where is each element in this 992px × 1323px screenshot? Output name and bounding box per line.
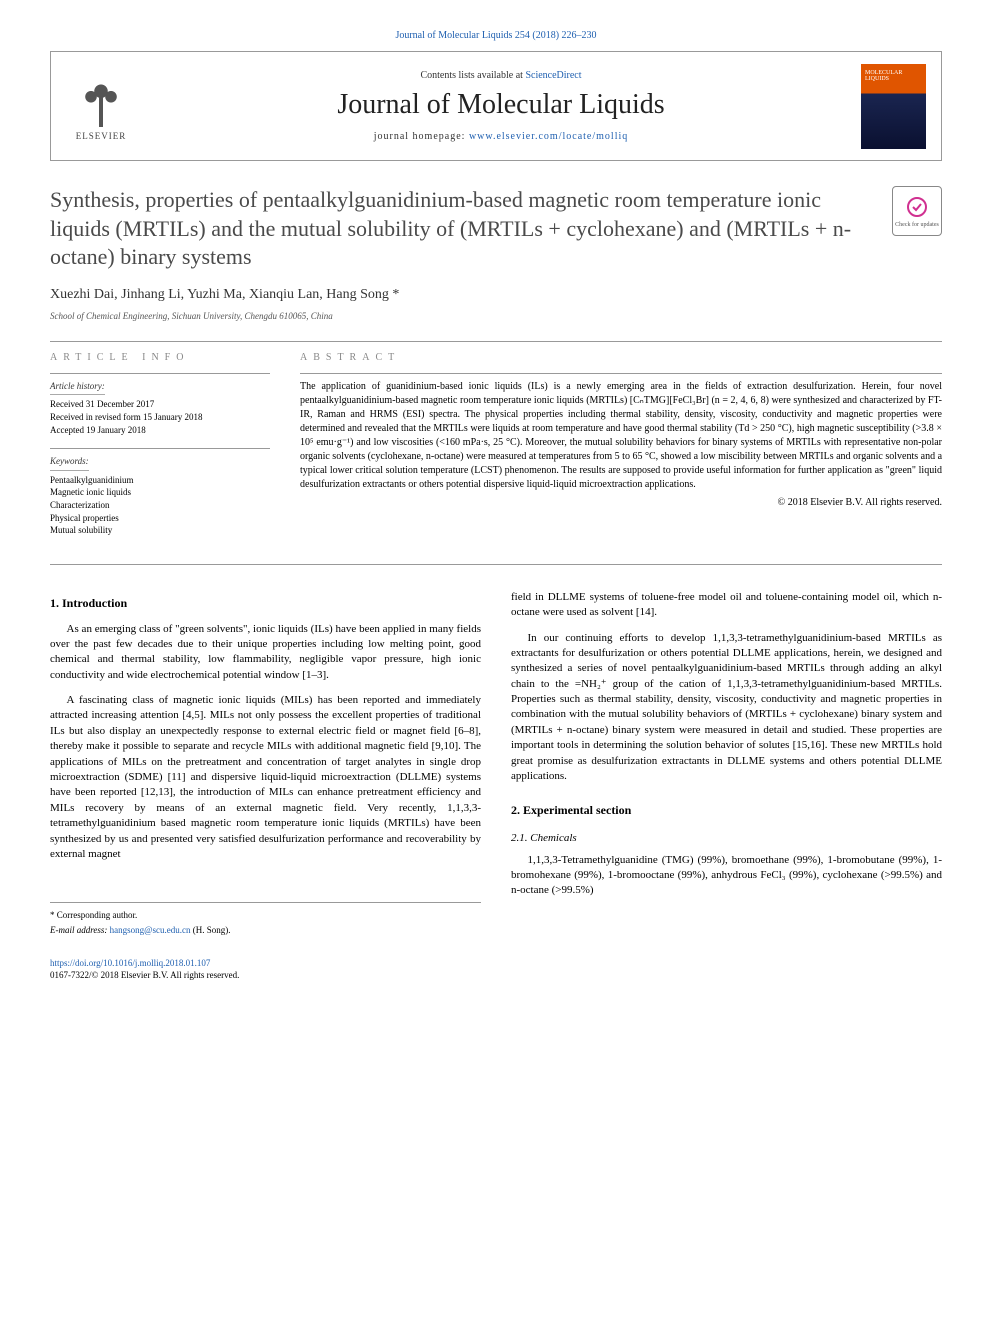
publisher-name: ELSEVIER xyxy=(76,131,127,141)
check-updates-badge[interactable]: Check for updates xyxy=(892,186,942,236)
divider xyxy=(50,373,270,374)
keywords-label: Keywords: xyxy=(50,455,89,471)
article-title: Synthesis, properties of pentaalkylguani… xyxy=(50,186,877,272)
email-line: E-mail address: hangsong@scu.edu.cn (H. … xyxy=(50,924,481,937)
abstract-text: The application of guanidinium-based ion… xyxy=(300,380,942,492)
bottom-metadata: https://doi.org/10.1016/j.molliq.2018.01… xyxy=(50,957,481,982)
authors: Xuezhi Dai, Jinhang Li, Yuzhi Ma, Xianqi… xyxy=(50,287,942,303)
top-citation[interactable]: Journal of Molecular Liquids 254 (2018) … xyxy=(50,30,942,41)
paragraph: field in DLLME systems of toluene-free m… xyxy=(511,590,942,621)
journal-name: Journal of Molecular Liquids xyxy=(156,89,846,121)
doi-link[interactable]: https://doi.org/10.1016/j.molliq.2018.01… xyxy=(50,958,210,968)
abstract-copyright: © 2018 Elsevier B.V. All rights reserved… xyxy=(300,497,942,508)
revised-date: Received in revised form 15 January 2018 xyxy=(50,411,270,424)
corresponding-author-footer: * Corresponding author. E-mail address: … xyxy=(50,902,481,936)
abstract-heading: ABSTRACT xyxy=(300,352,942,363)
keyword: Magnetic ionic liquids xyxy=(50,486,270,499)
paragraph: As an emerging class of "green solvents"… xyxy=(50,622,481,684)
check-updates-label: Check for updates xyxy=(895,222,939,228)
paragraph: 1,1,3,3-Tetramethylguanidine (TMG) (99%)… xyxy=(511,853,942,899)
paragraph: In our continuing efforts to develop 1,1… xyxy=(511,631,942,785)
section-heading: 2. Experimental section xyxy=(511,802,942,819)
elsevier-logo: ELSEVIER xyxy=(66,66,136,146)
divider xyxy=(50,341,942,342)
homepage-url[interactable]: www.elsevier.com/locate/molliq xyxy=(469,131,628,142)
affiliation: School of Chemical Engineering, Sichuan … xyxy=(50,311,942,321)
article-info-heading: ARTICLE INFO xyxy=(50,352,270,363)
contents-prefix: Contents lists available at xyxy=(420,70,525,81)
keyword: Mutual solubility xyxy=(50,524,270,537)
accepted-date: Accepted 19 January 2018 xyxy=(50,424,270,437)
issn-copyright: 0167-7322/© 2018 Elsevier B.V. All right… xyxy=(50,969,481,982)
contents-line: Contents lists available at ScienceDirec… xyxy=(156,70,846,81)
article-info-column: ARTICLE INFO Article history: Received 3… xyxy=(50,352,270,549)
paragraph: A fascinating class of magnetic ionic li… xyxy=(50,693,481,862)
right-column: field in DLLME systems of toluene-free m… xyxy=(511,590,942,982)
email-label: E-mail address: xyxy=(50,925,110,935)
abstract-column: ABSTRACT The application of guanidinium-… xyxy=(300,352,942,549)
email-link[interactable]: hangsong@scu.edu.cn xyxy=(110,925,191,935)
keyword: Characterization xyxy=(50,499,270,512)
sciencedirect-link[interactable]: ScienceDirect xyxy=(525,70,581,81)
homepage-prefix: journal homepage: xyxy=(374,131,469,142)
journal-cover-thumbnail: MOLECULAR LIQUIDS xyxy=(861,64,926,149)
header-box: ELSEVIER Contents lists available at Sci… xyxy=(50,51,942,161)
homepage-line: journal homepage: www.elsevier.com/locat… xyxy=(156,131,846,142)
cover-line2: LIQUIDS xyxy=(865,76,902,83)
divider xyxy=(50,448,270,449)
divider xyxy=(300,373,942,374)
section-heading: 1. Introduction xyxy=(50,595,481,612)
cover-line1: MOLECULAR xyxy=(865,70,902,77)
keyword: Pentaalkylguanidinium xyxy=(50,474,270,487)
corresponding-author: * Corresponding author. xyxy=(50,909,481,922)
history-label: Article history: xyxy=(50,380,105,396)
received-date: Received 31 December 2017 xyxy=(50,398,270,411)
keyword: Physical properties xyxy=(50,512,270,525)
divider xyxy=(50,564,942,565)
body-columns: 1. Introduction As an emerging class of … xyxy=(50,590,942,982)
check-updates-icon xyxy=(905,195,929,219)
email-suffix: (H. Song). xyxy=(190,925,230,935)
elsevier-tree-icon xyxy=(76,72,126,127)
subsection-heading: 2.1. Chemicals xyxy=(511,831,942,846)
left-column: 1. Introduction As an emerging class of … xyxy=(50,590,481,982)
